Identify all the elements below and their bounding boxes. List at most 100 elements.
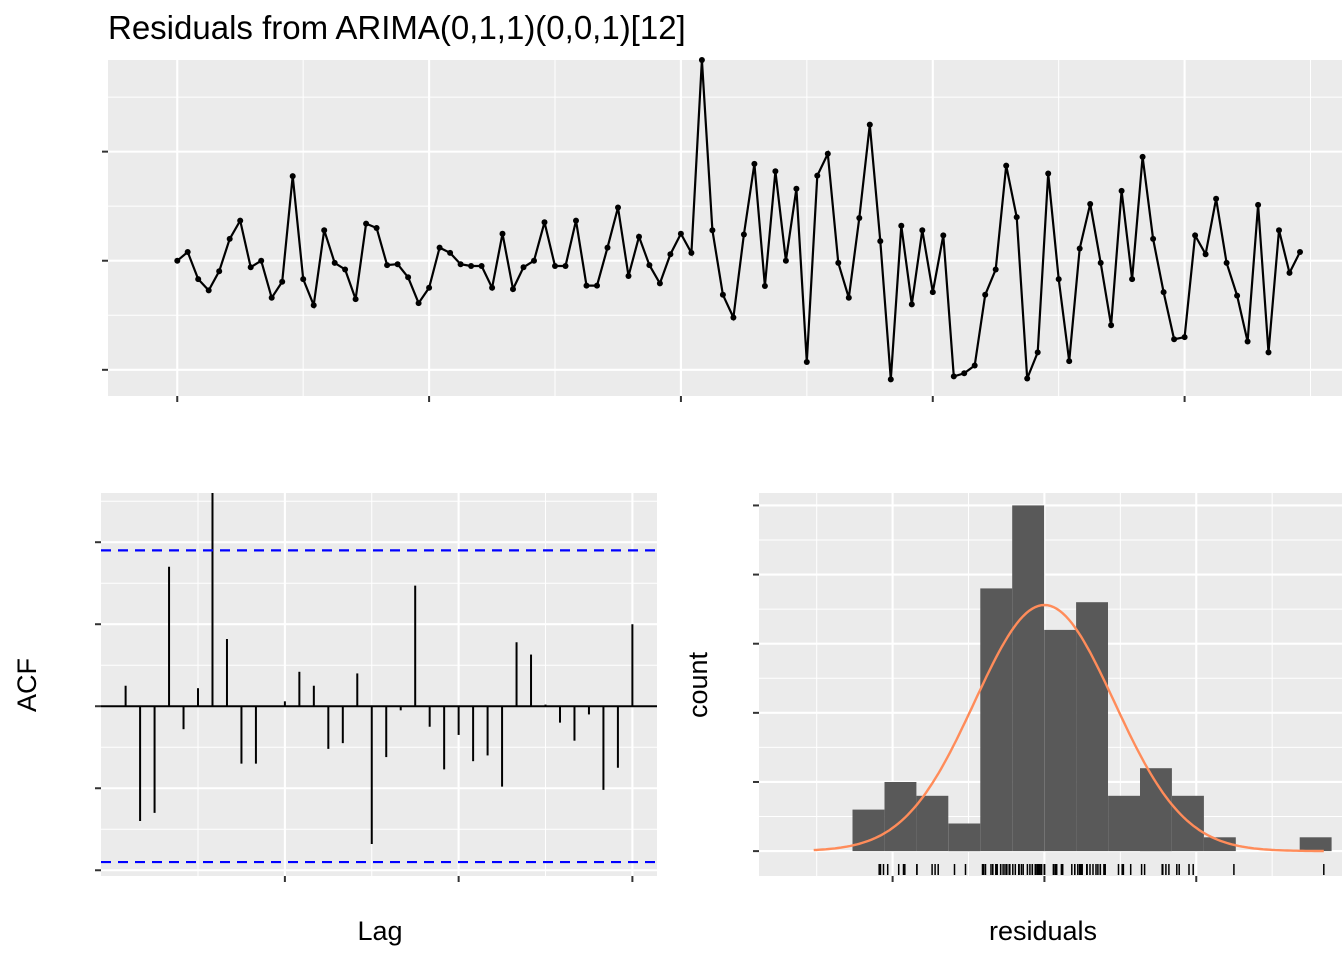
residual-point bbox=[552, 263, 558, 269]
residual-point bbox=[1055, 276, 1062, 283]
residual-point bbox=[751, 160, 758, 167]
residual-point bbox=[384, 262, 391, 269]
residual-point bbox=[1108, 322, 1115, 329]
residual-point bbox=[625, 273, 632, 279]
acf-x-axis-title: Lag bbox=[357, 916, 402, 946]
residual-point bbox=[405, 274, 412, 281]
residual-point bbox=[310, 302, 317, 309]
residual-point bbox=[1160, 289, 1167, 296]
histogram-bar bbox=[948, 823, 981, 852]
residual-point bbox=[824, 150, 831, 157]
residual-point bbox=[1223, 259, 1230, 266]
residual-point bbox=[730, 314, 737, 321]
residual-point bbox=[541, 219, 548, 226]
residual-point bbox=[677, 230, 684, 237]
residual-point bbox=[719, 291, 726, 298]
residual-point bbox=[1003, 162, 1010, 169]
residual-point bbox=[1118, 187, 1125, 194]
residual-point bbox=[499, 230, 506, 237]
residual-point bbox=[698, 57, 705, 63]
acf-chart: Lag ACF bbox=[12, 493, 657, 946]
residual-point bbox=[195, 276, 202, 283]
residual-point bbox=[1255, 201, 1262, 208]
residual-point bbox=[856, 215, 863, 221]
residual-point bbox=[279, 278, 286, 285]
acf-panel-background bbox=[101, 493, 657, 876]
residual-point bbox=[919, 227, 926, 234]
residual-point bbox=[636, 233, 642, 240]
residual-point bbox=[1139, 153, 1146, 160]
residual-point bbox=[667, 251, 674, 258]
residual-point bbox=[394, 261, 401, 268]
residual-point bbox=[583, 282, 590, 289]
residual-point bbox=[258, 257, 265, 264]
residual-point bbox=[982, 291, 989, 298]
residual-point bbox=[1066, 358, 1073, 365]
residual-point bbox=[1181, 334, 1188, 341]
residual-point bbox=[814, 172, 821, 179]
residual-point bbox=[174, 257, 181, 264]
residual-point bbox=[289, 173, 296, 180]
residual-point bbox=[468, 263, 475, 269]
residual-point bbox=[426, 284, 433, 291]
residual-point bbox=[1024, 375, 1031, 382]
residual-point bbox=[1034, 349, 1041, 356]
histogram-bar bbox=[1172, 795, 1204, 852]
residual-point bbox=[646, 262, 653, 269]
residual-point bbox=[615, 204, 621, 211]
residual-time-series-chart: Residuals from ARIMA(0,1,1)(0,0,1)[12] bbox=[102, 9, 1342, 402]
residual-point bbox=[205, 287, 212, 294]
acf-y-axis-title: ACF bbox=[12, 658, 42, 712]
residual-point bbox=[1150, 235, 1157, 242]
residual-point bbox=[1202, 251, 1209, 258]
histogram-bar bbox=[1203, 837, 1236, 852]
residual-point bbox=[1192, 232, 1199, 239]
residual-point bbox=[352, 296, 359, 303]
residual-point bbox=[688, 249, 695, 256]
histogram-bar bbox=[1108, 795, 1140, 852]
residual-point bbox=[510, 286, 516, 293]
residual-point bbox=[247, 264, 254, 271]
chart-title: Residuals from ARIMA(0,1,1)(0,0,1)[12] bbox=[108, 9, 686, 46]
residual-point bbox=[803, 359, 810, 365]
residual-point bbox=[971, 362, 978, 369]
residual-point bbox=[300, 276, 307, 283]
residual-point bbox=[877, 238, 884, 245]
residual-point bbox=[782, 257, 789, 264]
residual-point bbox=[992, 266, 999, 273]
histogram-bar bbox=[1012, 505, 1045, 852]
residual-point bbox=[866, 121, 873, 128]
residual-point bbox=[436, 244, 443, 251]
residual-point bbox=[604, 244, 611, 251]
residual-point bbox=[520, 264, 527, 271]
histogram-x-axis-title: residuals bbox=[989, 916, 1097, 946]
histogram-y-axis-title: count bbox=[683, 651, 713, 718]
residual-point bbox=[562, 263, 569, 269]
residual-point bbox=[887, 376, 894, 383]
normal-density-curve bbox=[813, 603, 1324, 853]
residual-series-line bbox=[176, 59, 1301, 380]
residual-point bbox=[1276, 227, 1282, 234]
residual-point bbox=[268, 294, 275, 301]
residual-point bbox=[1234, 292, 1241, 299]
residual-point bbox=[961, 370, 968, 377]
residual-point bbox=[489, 284, 496, 291]
residual-point bbox=[415, 300, 422, 307]
residual-point bbox=[1129, 276, 1136, 283]
histogram-bar bbox=[1299, 837, 1332, 852]
histogram-bar bbox=[980, 588, 1013, 852]
residual-point bbox=[1076, 245, 1083, 252]
residual-point bbox=[772, 168, 779, 175]
residual-point bbox=[950, 373, 957, 380]
residual-point bbox=[363, 220, 370, 227]
residual-point bbox=[940, 232, 947, 239]
residual-point bbox=[331, 259, 338, 266]
histogram-bar bbox=[916, 795, 949, 852]
residual-point bbox=[761, 283, 768, 289]
histogram-bar bbox=[1044, 629, 1077, 852]
residual-point bbox=[373, 225, 380, 231]
residual-point bbox=[321, 227, 328, 234]
residual-point bbox=[845, 294, 852, 301]
residual-point bbox=[573, 217, 579, 224]
residual-point bbox=[709, 227, 716, 234]
